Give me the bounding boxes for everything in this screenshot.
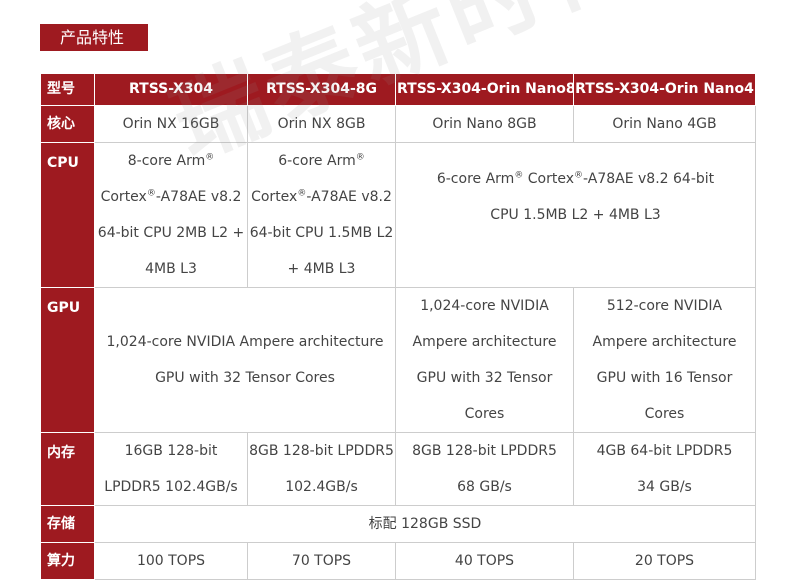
memory-line: 16GB 128-bit (124, 443, 218, 459)
gpu-line: Ampere architecture (412, 334, 557, 350)
gpu-line: GPU with 16 Tensor (596, 370, 733, 386)
cpu-line: 6-core Arm® Cortex®-A78AE v8.2 64-bit (436, 170, 715, 187)
header-model: 型号 (40, 73, 95, 106)
table-row-memory: 内存 16GB 128-bit LPDDR5 102.4GB/s 8GB 128… (40, 432, 756, 506)
row-label-cpu: CPU (40, 142, 95, 288)
gpu-line: 512-core NVIDIA (606, 298, 723, 314)
storage-cell: 标配 128GB SSD (94, 505, 756, 543)
memory-line: 8GB 128-bit LPDDR5 (412, 443, 557, 459)
compute-cell: 70 TOPS (247, 542, 396, 580)
cpu-line: 4MB L3 (145, 261, 197, 277)
header-rtss-x304: RTSS-X304 (94, 73, 248, 106)
core-cell: Orin Nano 4GB (573, 105, 756, 143)
memory-line: 8GB 128-bit LPDDR5 (249, 443, 394, 459)
cpu-cell-orin-nano: 6-core Arm® Cortex®-A78AE v8.2 64-bit CP… (395, 142, 756, 288)
header-rtss-x304-8g: RTSS-X304-8G (247, 73, 396, 106)
memory-cell: 8GB 128-bit LPDDR5 102.4GB/s (247, 432, 396, 506)
row-label-core: 核心 (40, 105, 95, 143)
cpu-line: 64-bit CPU 1.5MB L2 (249, 225, 394, 241)
compute-cell: 20 TOPS (573, 542, 756, 580)
table-row-cpu: CPU 8-core Arm® Cortex®-A78AE v8.2 64-bi… (40, 142, 756, 288)
header-orin-nano8: RTSS-X304-Orin Nano8 (395, 73, 574, 106)
memory-line: 34 GB/s (637, 479, 692, 495)
memory-cell: 4GB 64-bit LPDDR5 34 GB/s (573, 432, 756, 506)
gpu-line: Cores (644, 406, 685, 422)
gpu-line: GPU with 32 Tensor Cores (155, 370, 335, 386)
row-label-gpu: GPU (40, 287, 95, 433)
table-header-row: 型号 RTSS-X304 RTSS-X304-8G RTSS-X304-Orin… (40, 73, 756, 106)
table-row-gpu: GPU 1,024-core NVIDIA Ampere architectur… (40, 287, 756, 433)
memory-line: 102.4GB/s (285, 479, 358, 495)
cpu-line: 6-core Arm® (278, 152, 365, 169)
cpu-line: Cortex®-A78AE v8.2 (100, 188, 242, 205)
spec-table: 型号 RTSS-X304 RTSS-X304-8G RTSS-X304-Orin… (40, 73, 756, 580)
cpu-cell-x304: 8-core Arm® Cortex®-A78AE v8.2 64-bit CP… (94, 142, 248, 288)
gpu-cell-orin-nano8: 1,024-core NVIDIA Ampere architecture GP… (395, 287, 574, 433)
gpu-cell-orin-nano4: 512-core NVIDIA Ampere architecture GPU … (573, 287, 756, 433)
core-cell: Orin NX 8GB (247, 105, 396, 143)
gpu-line: 1,024-core NVIDIA Ampere architecture (106, 334, 384, 350)
row-label-compute: 算力 (40, 542, 95, 580)
gpu-line: 1,024-core NVIDIA (420, 298, 549, 314)
cpu-line: CPU 1.5MB L2 + 4MB L3 (490, 207, 661, 223)
gpu-cell-orin-nx: 1,024-core NVIDIA Ampere architecture GP… (94, 287, 396, 433)
row-label-memory: 内存 (40, 432, 95, 506)
cpu-line: + 4MB L3 (287, 261, 356, 277)
gpu-line: GPU with 32 Tensor (416, 370, 553, 386)
gpu-line: Ampere architecture (592, 334, 737, 350)
gpu-line: Cores (464, 406, 505, 422)
table-row-compute: 算力 100 TOPS 70 TOPS 40 TOPS 20 TOPS (40, 542, 756, 580)
memory-line: 68 GB/s (457, 479, 512, 495)
table-row-storage: 存储 标配 128GB SSD (40, 505, 756, 543)
memory-line: 4GB 64-bit LPDDR5 (596, 443, 733, 459)
memory-cell: 16GB 128-bit LPDDR5 102.4GB/s (94, 432, 248, 506)
cpu-line: 8-core Arm® (127, 152, 215, 169)
table-row-core: 核心 Orin NX 16GB Orin NX 8GB Orin Nano 8G… (40, 105, 756, 143)
cpu-line: 64-bit CPU 2MB L2 + (97, 225, 245, 241)
compute-cell: 100 TOPS (94, 542, 248, 580)
core-cell: Orin NX 16GB (94, 105, 248, 143)
core-cell: Orin Nano 8GB (395, 105, 574, 143)
memory-line: LPDDR5 102.4GB/s (104, 479, 238, 495)
row-label-storage: 存储 (40, 505, 95, 543)
section-title: 产品特性 (40, 24, 148, 51)
cpu-line: Cortex®-A78AE v8.2 (251, 188, 392, 205)
memory-cell: 8GB 128-bit LPDDR5 68 GB/s (395, 432, 574, 506)
compute-cell: 40 TOPS (395, 542, 574, 580)
cpu-cell-x304-8g: 6-core Arm® Cortex®-A78AE v8.2 64-bit CP… (247, 142, 396, 288)
header-orin-nano4: RTSS-X304-Orin Nano4 (573, 73, 756, 106)
